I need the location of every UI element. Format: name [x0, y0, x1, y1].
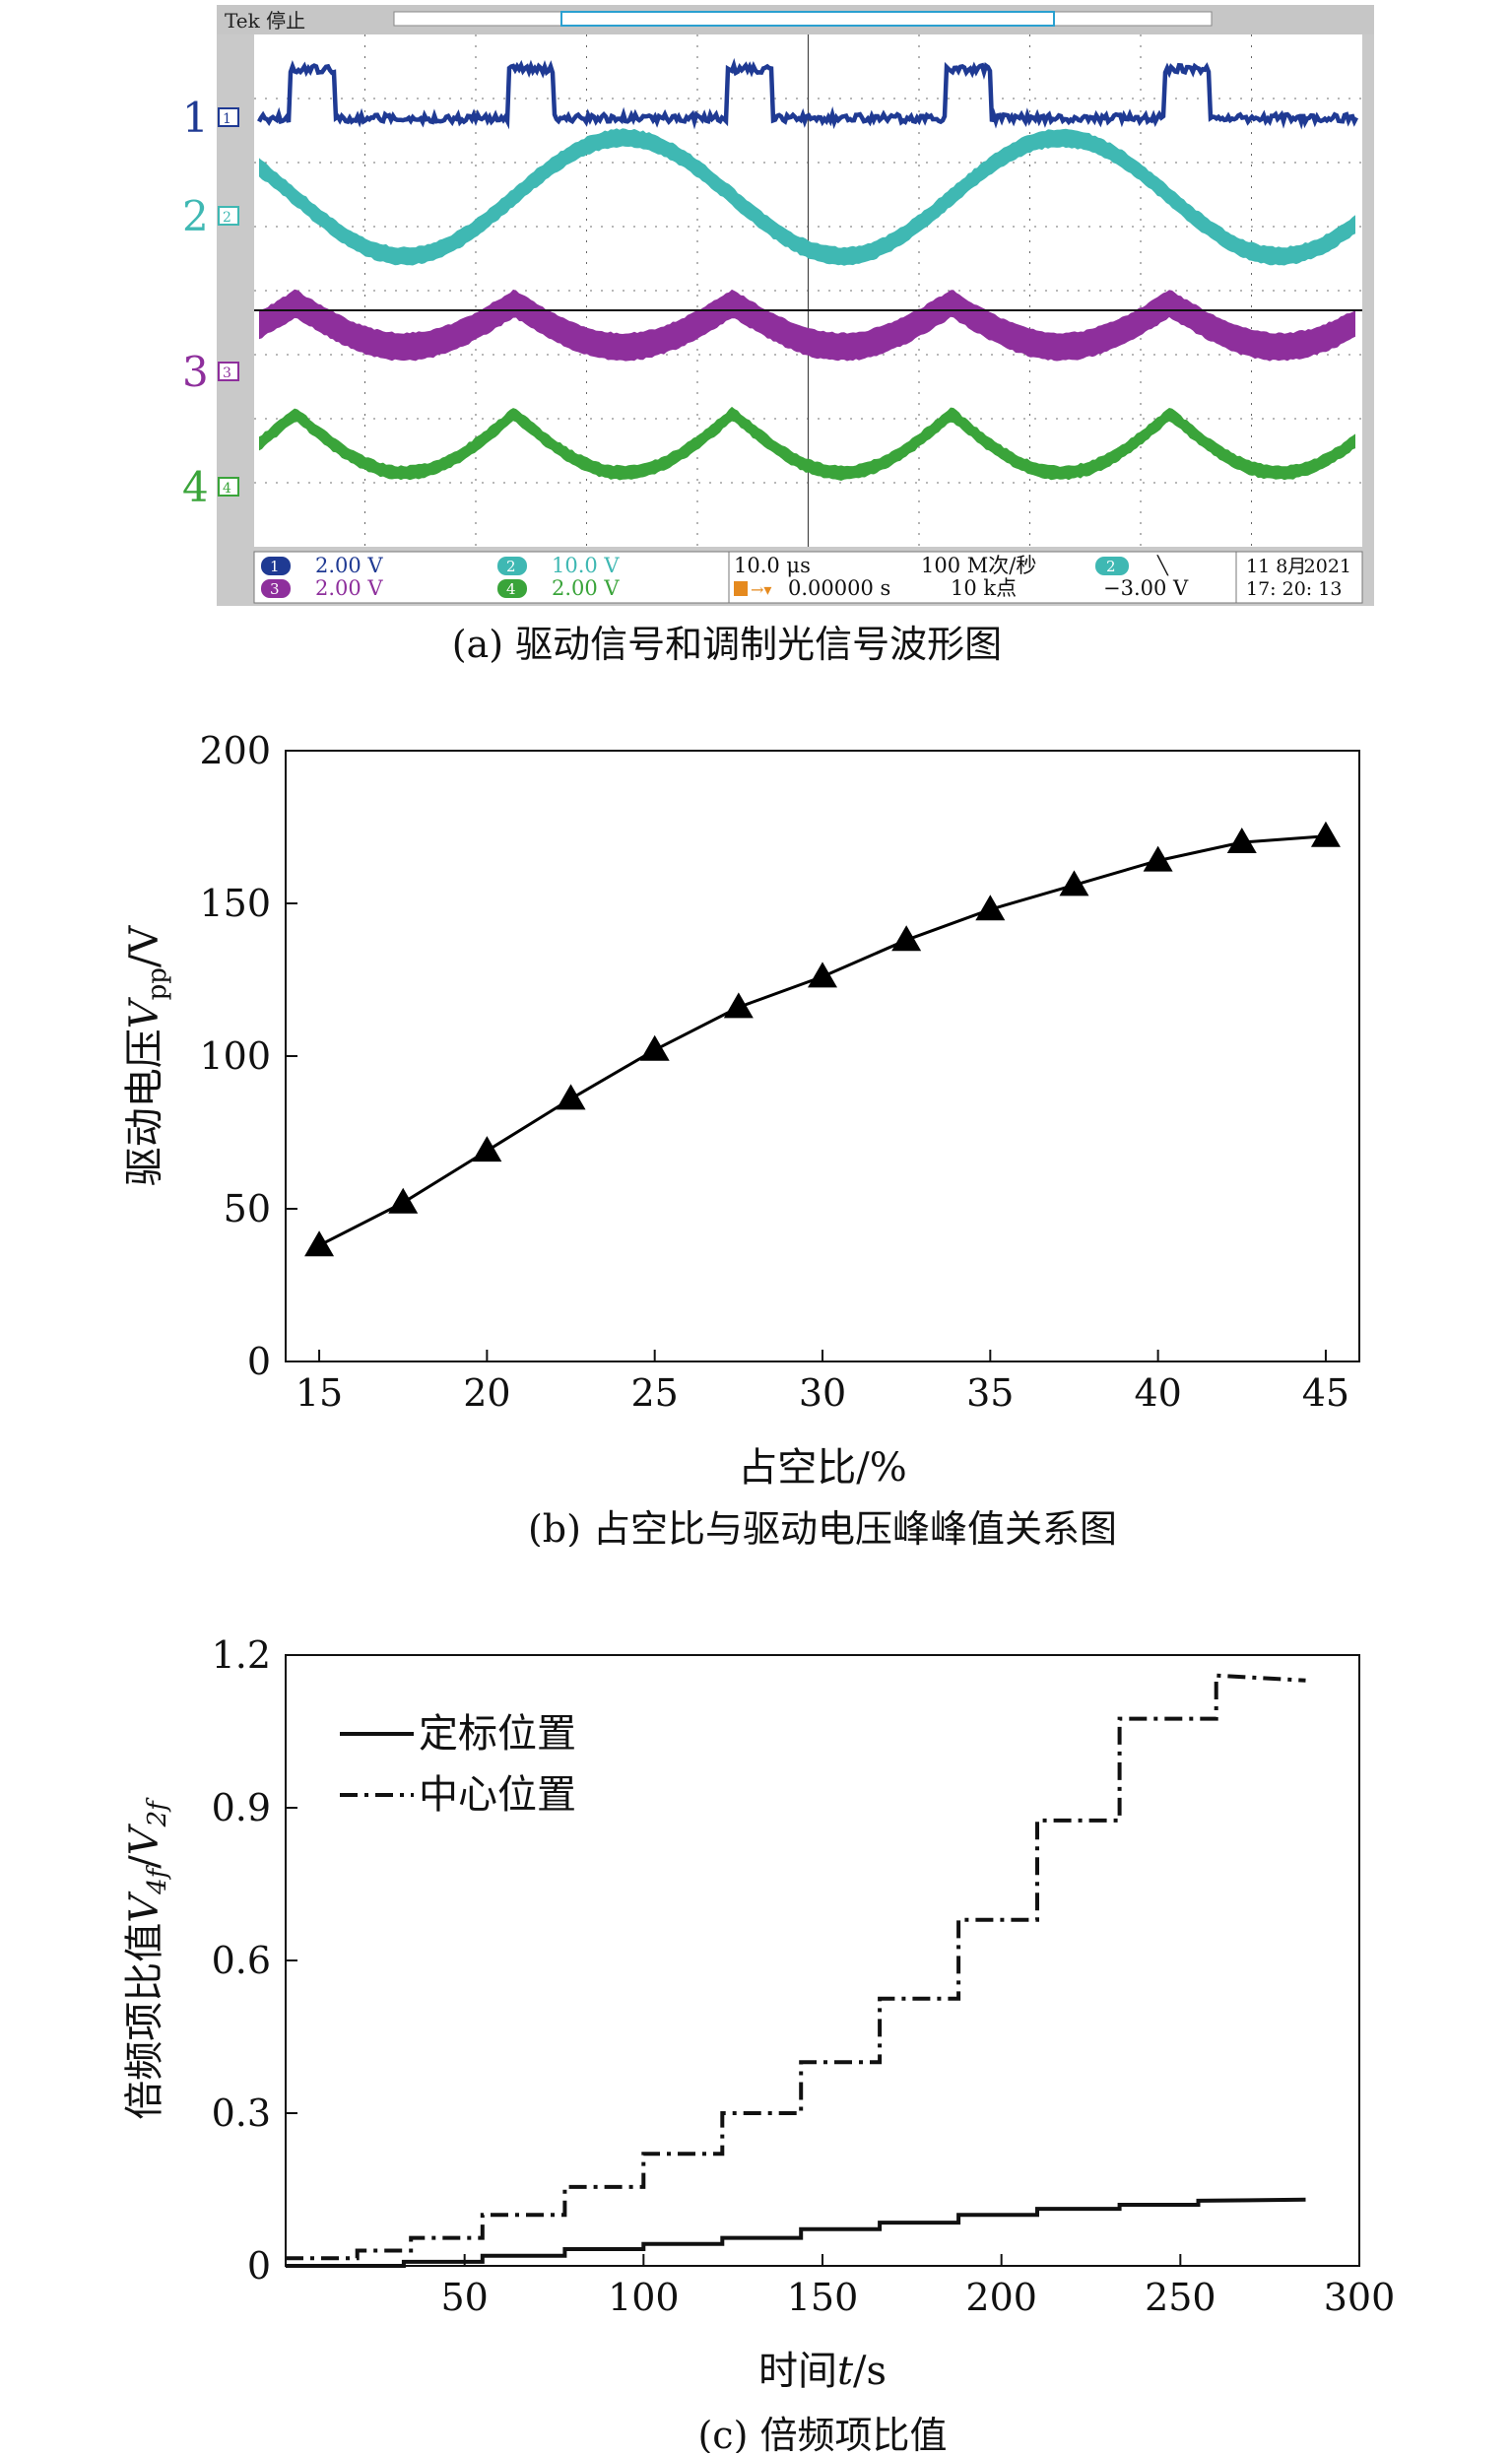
ch2-scale: 10.0 V [552, 554, 620, 577]
channel-label-2: 2 [182, 192, 209, 240]
scope-status-bar: 1 2.00 V 3 2.00 V 2 10.0 V 4 2.00 V 10.0… [254, 552, 1362, 603]
chart-c-x-ticks: 50 100 150 200 250 300 [440, 2254, 1395, 2319]
chart-c-legend: 定标位置 中心位置 [340, 1711, 576, 1818]
x-tick-label: 250 [1145, 2276, 1216, 2319]
y-tick-label: 150 [199, 882, 271, 925]
x-tick-label: 25 [631, 1371, 679, 1415]
chart-harmonic-ratio: 50 100 150 200 250 300 0 0.3 0.6 0.9 1.2 定标位置 中心位… [0, 1566, 1512, 2453]
chart-b-ylabel: 驱动电压Vpp/V [122, 925, 172, 1187]
channel-label-1: 1 [182, 94, 209, 142]
trigger-channel: 2 [1106, 558, 1116, 575]
x-tick-label: 200 [965, 2276, 1037, 2319]
scope-time: 17: 20: 13 [1246, 578, 1342, 600]
triangle-marker [891, 925, 921, 951]
x-tick-label: 150 [787, 2276, 859, 2319]
ch3-scale: 2.00 V [315, 576, 383, 600]
timebase: 10.0 μs [734, 554, 811, 577]
center-series-line [286, 1676, 1306, 2259]
scope-header-label: Tek 停止 [225, 9, 305, 33]
trigger-position: 0.00000 s [788, 576, 890, 600]
calibration-series-line [286, 2200, 1306, 2266]
chart-b-series [304, 822, 1341, 1256]
triangle-marker [1311, 822, 1341, 847]
trigger-level: −3.00 V [1103, 576, 1189, 600]
triangle-marker [808, 962, 837, 987]
y-tick-label: 0 [247, 1340, 271, 1383]
trigger-slope-icon: ╲ [1156, 555, 1169, 576]
ch3-badge-label: 3 [270, 580, 280, 598]
y-tick-label: 100 [199, 1034, 271, 1078]
x-tick-label: 40 [1134, 1371, 1181, 1415]
y-tick-label: 0.6 [212, 1939, 271, 1982]
chart-duty-vs-voltage: 15 20 25 30 35 40 45 0 50 100 150 200 占空比/% 驱动电压Vp… [0, 709, 1512, 1547]
duty-voltage-line [319, 836, 1326, 1245]
x-tick-label: 100 [608, 2276, 680, 2319]
ch1-badge-label: 1 [270, 558, 280, 575]
chart-b-x-ticks: 15 20 25 30 35 40 45 [296, 1350, 1349, 1415]
trigger-arrow-icon: →▾ [751, 580, 771, 599]
ch1-scale: 2.00 V [315, 554, 383, 577]
ch4-badge-label: 4 [506, 580, 516, 598]
y-tick-label: 200 [199, 729, 271, 772]
panel-a-caption: (a) 驱动信号和调制光信号波形图 [452, 623, 1002, 666]
x-tick-label: 35 [966, 1371, 1014, 1415]
chart-c-y-ticks: 0 0.3 0.6 0.9 1.2 [212, 1633, 297, 2288]
chart-c-series [286, 1676, 1306, 2266]
chart-b-xlabel: 占空比/% [738, 1445, 906, 1491]
y-tick-label: 50 [224, 1187, 271, 1230]
record-length: 10 k点 [951, 576, 1017, 600]
x-tick-label: 30 [799, 1371, 846, 1415]
ch2-badge-label: 2 [506, 558, 516, 575]
y-tick-label: 0 [247, 2244, 271, 2288]
triangle-marker [640, 1035, 670, 1061]
chart-b-caption: (b) 占空比与驱动电压峰峰值关系图 [528, 1507, 1117, 1547]
y-tick-label: 1.2 [212, 1633, 271, 1677]
channel-marker-label: 1 [223, 111, 231, 127]
chart-c-ylabel: 倍频项比值V4f/V2f [122, 1797, 172, 2120]
sample-rate: 100 M次/秒 [921, 554, 1036, 577]
chart-b-plot-frame [286, 751, 1359, 1361]
legend-label-center: 中心位置 [419, 1772, 576, 1818]
x-tick-label: 15 [296, 1371, 343, 1415]
legend-label-calibration: 定标位置 [419, 1711, 576, 1757]
trigger-pos-icon [734, 581, 748, 596]
triangle-marker [304, 1230, 334, 1256]
x-tick-label: 20 [463, 1371, 510, 1415]
chart-b-y-ticks: 0 50 100 150 200 [199, 729, 297, 1383]
channel-marker-label: 2 [223, 210, 231, 226]
triangle-marker [472, 1136, 501, 1162]
triangle-marker [388, 1188, 418, 1214]
y-tick-label: 0.3 [212, 2091, 271, 2135]
scope-date: 11 8月 [1246, 556, 1306, 577]
record-window [561, 12, 1054, 26]
x-tick-label: 50 [440, 2276, 488, 2319]
chart-c-xlabel: 时间t/s [758, 2349, 887, 2394]
channel-marker-label: 3 [223, 365, 231, 381]
triangle-marker [557, 1084, 586, 1109]
channel-marker-label: 4 [223, 481, 231, 497]
ch4-scale: 2.00 V [552, 576, 620, 600]
channel-label-4: 4 [182, 463, 209, 511]
x-tick-label: 300 [1324, 2276, 1396, 2319]
y-tick-label: 0.9 [212, 1786, 271, 1829]
x-tick-label: 45 [1302, 1371, 1349, 1415]
scope-year: 2021 [1304, 556, 1351, 577]
channel-label-3: 3 [182, 348, 209, 396]
oscilloscope-panel: Tek 停止 T 11223344 1 2.00 V 3 2.00 V 2 10… [0, 0, 1512, 690]
triangle-marker [724, 992, 754, 1018]
chart-c-caption: (c) 倍频项比值 [697, 2414, 947, 2453]
